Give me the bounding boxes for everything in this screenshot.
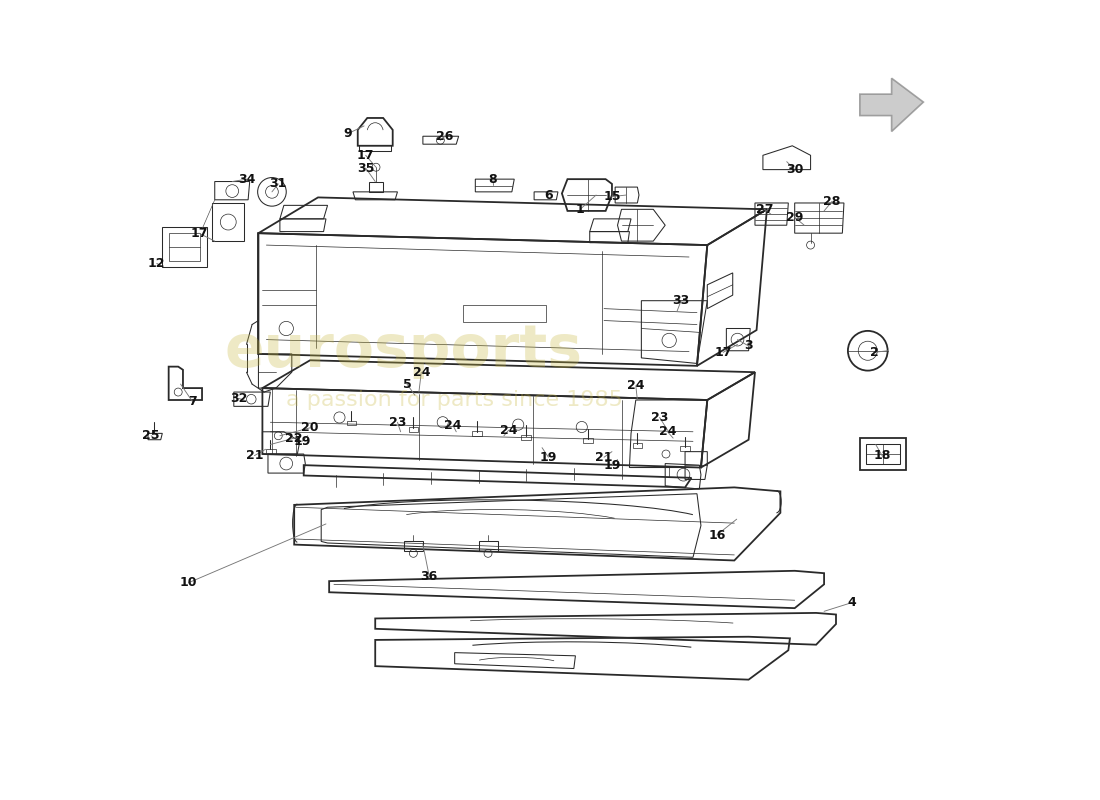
Text: 21: 21	[595, 450, 613, 464]
Text: 16: 16	[708, 529, 726, 542]
Text: 19: 19	[294, 435, 311, 448]
Text: 28: 28	[823, 195, 840, 208]
Text: 5: 5	[403, 378, 411, 390]
Text: 1: 1	[575, 203, 584, 216]
Text: 17: 17	[190, 226, 208, 240]
Text: 35: 35	[358, 162, 374, 174]
Text: 2: 2	[870, 346, 879, 359]
Text: 24: 24	[499, 424, 517, 437]
Text: 6: 6	[544, 189, 552, 202]
Text: 24: 24	[444, 419, 462, 432]
Text: 27: 27	[756, 203, 773, 216]
Text: 15: 15	[603, 190, 620, 203]
Text: 22: 22	[285, 432, 303, 445]
Text: 36: 36	[420, 570, 438, 583]
Text: 7: 7	[188, 395, 197, 408]
Text: eurosports: eurosports	[224, 322, 582, 379]
Text: 9: 9	[343, 127, 352, 140]
Text: 23: 23	[651, 411, 669, 424]
Text: 12: 12	[148, 257, 165, 270]
Text: a passion for parts since 1985: a passion for parts since 1985	[286, 390, 623, 410]
Text: 23: 23	[388, 416, 406, 429]
Text: 19: 19	[540, 450, 557, 464]
Polygon shape	[860, 78, 923, 131]
Text: 20: 20	[301, 422, 319, 434]
Text: 31: 31	[270, 178, 287, 190]
Text: 4: 4	[847, 596, 856, 609]
Text: 25: 25	[142, 430, 160, 442]
Text: 26: 26	[437, 130, 454, 142]
Text: 24: 24	[412, 366, 430, 378]
Text: 21: 21	[245, 449, 263, 462]
Text: 34: 34	[238, 173, 255, 186]
Text: 10: 10	[179, 576, 197, 590]
Text: 29: 29	[786, 210, 803, 224]
Text: 19: 19	[603, 458, 620, 472]
Text: 24: 24	[659, 426, 676, 438]
Text: 18: 18	[873, 449, 891, 462]
Text: 17: 17	[356, 149, 374, 162]
Text: 30: 30	[786, 163, 803, 176]
Text: 8: 8	[488, 173, 497, 186]
Text: 17: 17	[714, 346, 732, 359]
Text: 33: 33	[672, 294, 690, 307]
Text: 3: 3	[745, 339, 752, 353]
Text: 24: 24	[627, 379, 645, 392]
Text: 32: 32	[230, 392, 248, 405]
